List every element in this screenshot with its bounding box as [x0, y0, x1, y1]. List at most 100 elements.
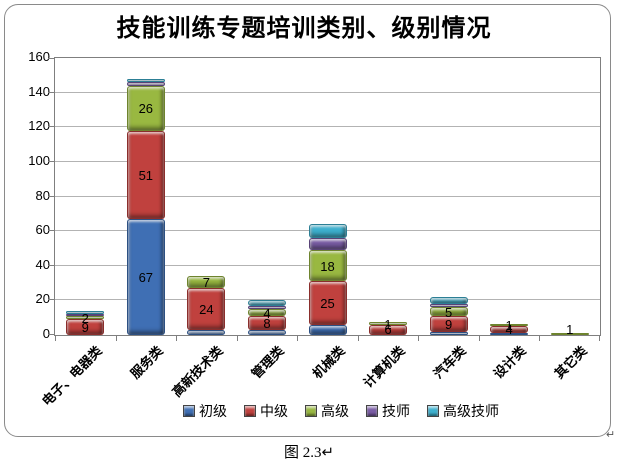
- x-tick-mark: [176, 336, 178, 341]
- x-category-label: 计算机类: [360, 343, 408, 391]
- legend: 初级 中级 高级 技师 高级技师: [80, 401, 602, 421]
- chart-title: 技能训练专题培训类别、级别情况: [116, 15, 492, 42]
- bar-segment-初级: [429, 331, 468, 335]
- bar-segment-技师: [66, 313, 105, 316]
- bar-segment-高级: [126, 85, 165, 131]
- bar-segment-高级: [550, 332, 589, 335]
- x-tick-mark: [297, 336, 299, 341]
- data-label: 9: [444, 316, 453, 332]
- x-tick-mark: [55, 336, 56, 341]
- bar-segment-高级技师: [126, 78, 165, 83]
- y-tick-mark: [48, 160, 54, 162]
- y-tick-mark: [48, 230, 54, 232]
- y-tick-label: 0: [42, 326, 50, 341]
- data-label: 18: [320, 258, 335, 274]
- legend-label: 技师: [382, 403, 410, 419]
- bar-segment-初级: [490, 332, 529, 335]
- y-tick-label: 140: [28, 83, 50, 99]
- figure-caption: 图 2.3↵: [283, 445, 335, 461]
- y-tick-label: 80: [35, 187, 50, 203]
- gridline: [55, 126, 600, 128]
- gridline: [55, 195, 600, 197]
- legend-label: 高级: [321, 403, 349, 419]
- data-label: 1: [566, 322, 574, 337]
- gridline: [55, 160, 600, 162]
- bar-segment-中级: [126, 130, 165, 220]
- x-category-label: 其它类: [551, 343, 590, 382]
- bar-segment-初级: [308, 324, 347, 335]
- bar-segment-中级: [247, 315, 286, 330]
- bar-segment-高级: [490, 324, 529, 327]
- bar-segment-初级: [126, 219, 165, 335]
- legend-item: 中级: [244, 401, 288, 421]
- x-category-label: 设计类: [490, 343, 529, 382]
- data-label: 25: [320, 295, 335, 311]
- data-label: 26: [138, 101, 154, 117]
- legend-swatch-icon: [305, 405, 317, 417]
- x-category-label: 机械类: [309, 343, 348, 382]
- plot-area: 9 2 67 51 26 24 7 8 4 25 18 6 1 9 5 4 1 1: [48, 57, 601, 341]
- x-tick-mark: [357, 336, 359, 341]
- bar-segment-技师: [308, 238, 347, 251]
- bar-segment-中级: [308, 281, 347, 325]
- y-tick-mark: [48, 299, 54, 301]
- legend-item: 技师: [366, 401, 410, 421]
- x-tick-mark: [599, 336, 600, 341]
- bar-segment-中级: [187, 288, 226, 330]
- legend-label: 高级技师: [443, 403, 499, 419]
- bar-segment-高级技师: [308, 224, 347, 239]
- data-label: 9: [81, 320, 89, 336]
- y-tick-label: 60: [35, 222, 50, 238]
- bar-segment-高级技师: [66, 310, 105, 315]
- y-tick-mark: [48, 334, 54, 335]
- y-tick-mark: [48, 195, 54, 197]
- bar-segment-技师: [247, 305, 286, 310]
- y-tick-label: 100: [28, 152, 50, 168]
- data-label: 24: [199, 302, 214, 318]
- bar-segment-高级: [308, 250, 347, 282]
- data-label: 4: [505, 322, 513, 337]
- y-tick-mark: [48, 58, 54, 59]
- x-tick-mark: [418, 336, 420, 341]
- bar-segment-高级: [429, 307, 468, 316]
- data-label: 7: [202, 275, 210, 291]
- y-tick-label: 120: [28, 118, 50, 134]
- data-label: 5: [444, 304, 453, 320]
- y-tick-mark: [48, 264, 54, 266]
- legend-label: 初级: [199, 403, 227, 419]
- legend-item: 初级: [183, 401, 227, 421]
- bar-segment-高级: [247, 309, 286, 316]
- x-category-label: 管理类: [248, 343, 287, 382]
- legend-swatch-icon: [244, 405, 256, 417]
- bar-segment-中级: [429, 315, 468, 332]
- data-label: 4: [263, 305, 271, 321]
- bar-segment-初级: [187, 329, 226, 335]
- y-tick-label: 40: [35, 256, 50, 272]
- x-category-label: 高新技术类: [169, 343, 227, 400]
- x-category-label: 服务类: [127, 343, 166, 382]
- bar-segment-高级技师: [429, 296, 468, 304]
- y-tick-label: 20: [35, 291, 50, 307]
- bar-segment-高级: [66, 315, 105, 320]
- x-tick-mark: [478, 336, 480, 341]
- legend-item: 高级: [305, 401, 349, 421]
- x-tick-mark: [539, 336, 541, 341]
- y-axis-labels: 0 20 40 60 80 100 120 140 160: [6, 50, 50, 341]
- x-tick-mark: [236, 336, 238, 341]
- bar-segment-技师: [429, 303, 468, 308]
- data-label: 8: [263, 315, 271, 331]
- bar-segment-高级技师: [247, 300, 286, 306]
- data-label: 51: [138, 167, 154, 183]
- bar-segment-中级: [369, 324, 408, 335]
- gridline: [55, 91, 600, 93]
- data-label: 67: [138, 270, 154, 286]
- legend-swatch-icon: [366, 405, 378, 417]
- data-label: 1: [505, 318, 513, 334]
- legend-item: 高级技师: [427, 401, 499, 421]
- legend-swatch-icon: [427, 405, 439, 417]
- paragraph-mark: ↵: [606, 429, 616, 441]
- y-tick-mark: [48, 126, 54, 128]
- legend-swatch-icon: [183, 405, 195, 417]
- legend-label: 中级: [260, 403, 288, 419]
